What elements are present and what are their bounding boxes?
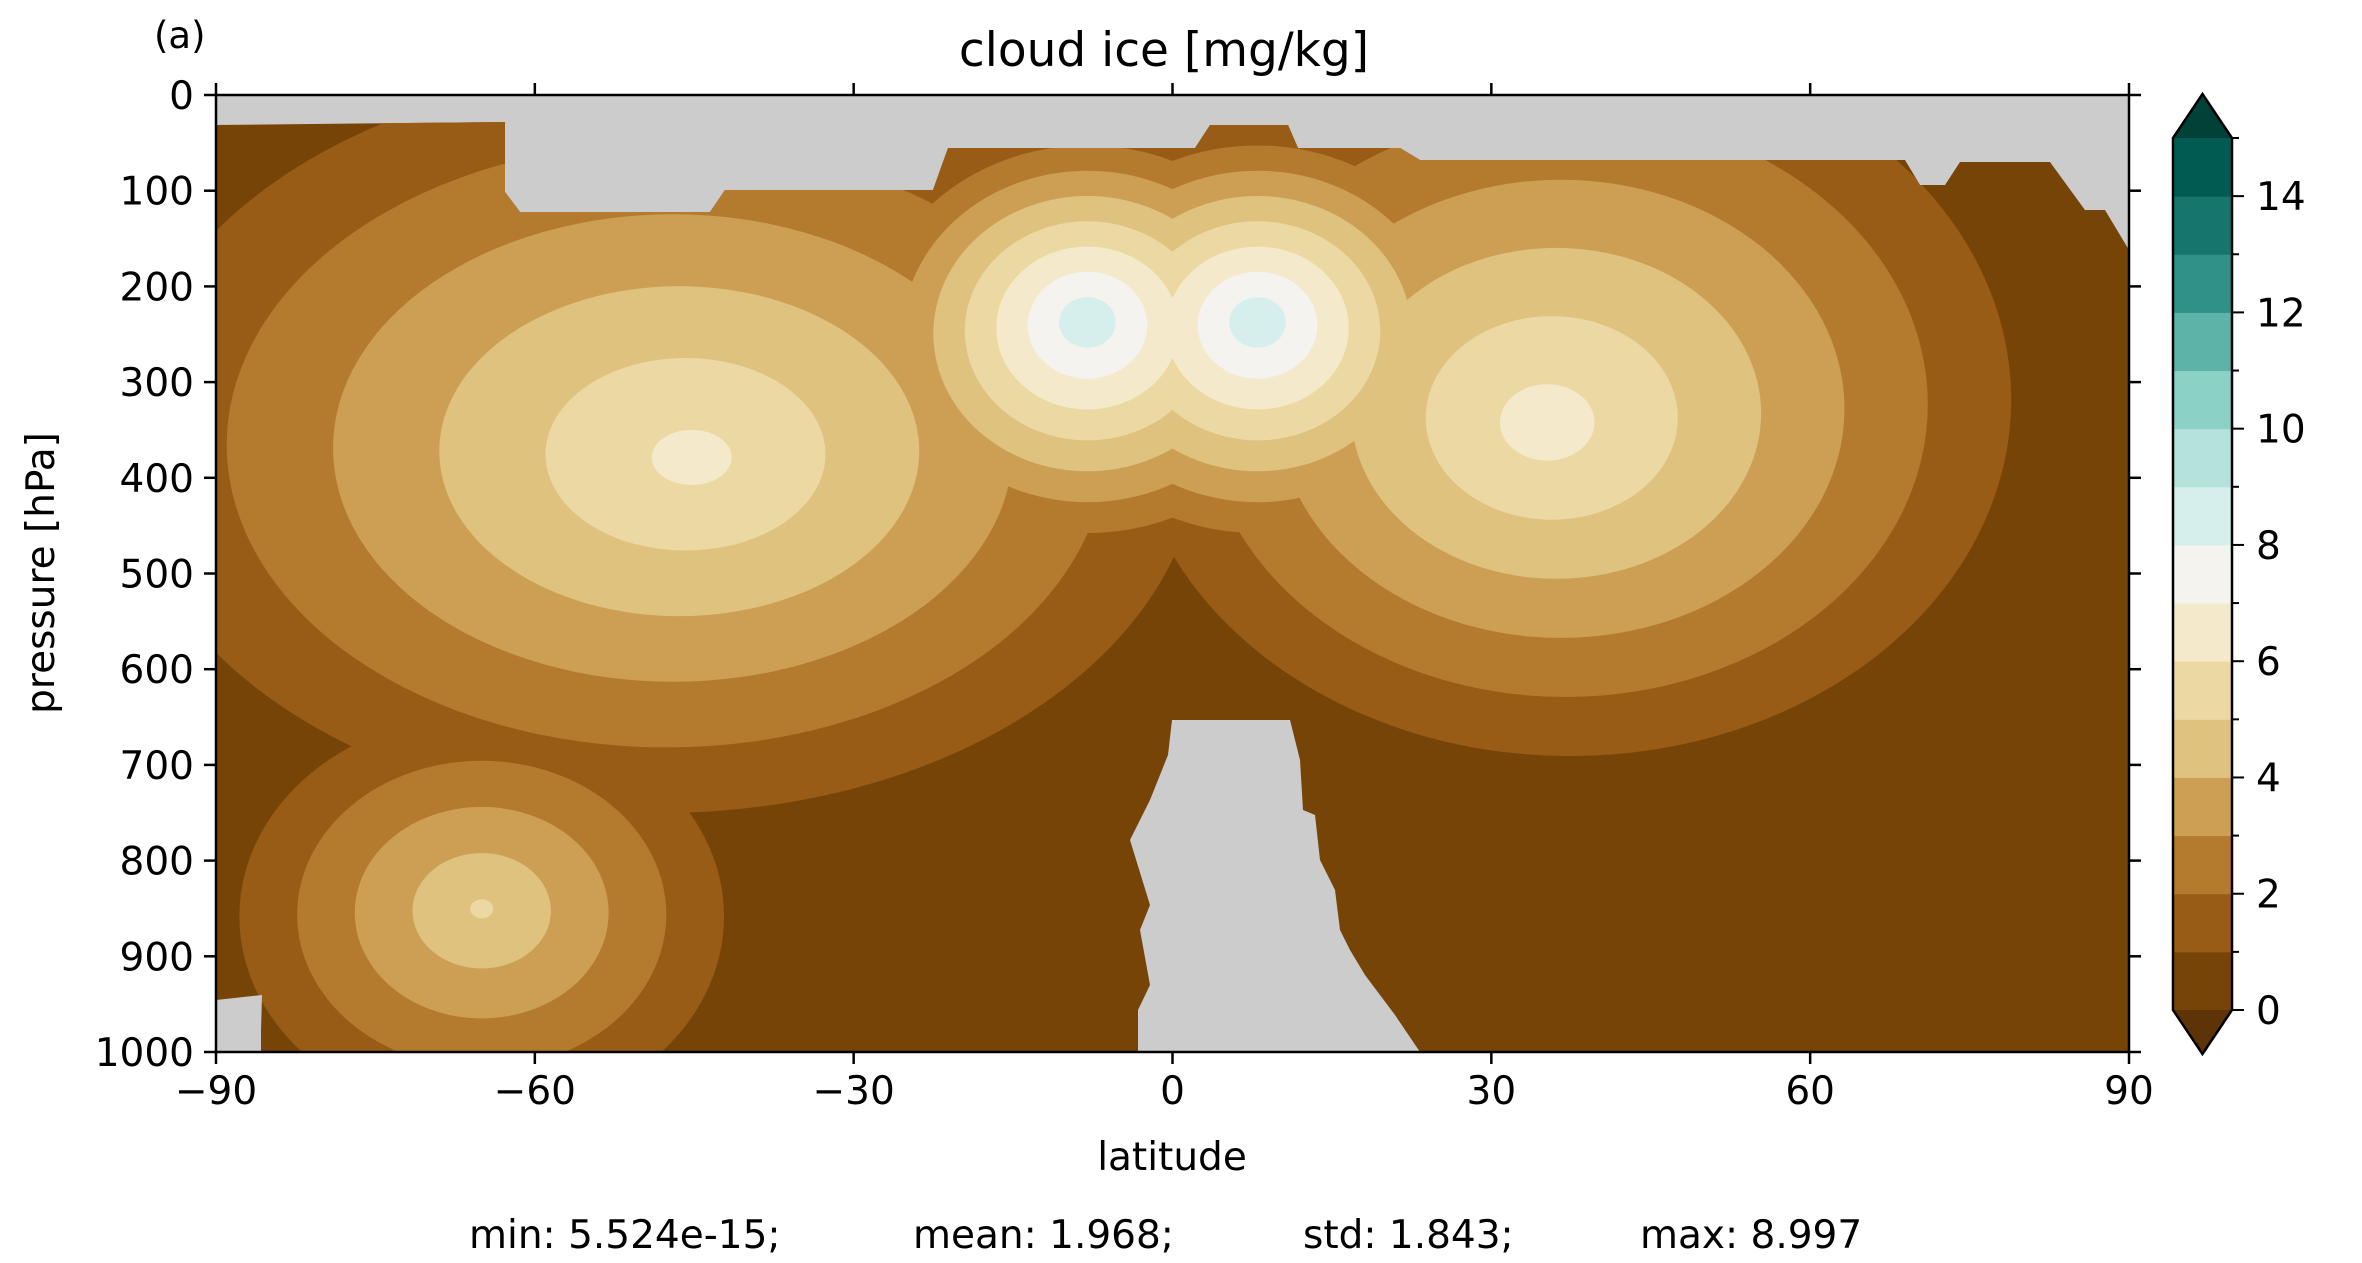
colorbar-band — [2173, 312, 2232, 372]
colorbar-band — [2173, 486, 2232, 546]
stat-min: min: 5.524e-15; — [469, 1213, 781, 1258]
colorbar-tick-label: 10 — [2256, 408, 2306, 453]
y-tick-label: 100 — [120, 170, 194, 215]
colorbar-band — [2173, 603, 2232, 662]
panel-label: (a) — [154, 14, 206, 57]
colorbar-tick-label: 6 — [2256, 640, 2281, 685]
x-tick-label: −30 — [813, 1069, 895, 1114]
contour-field — [216, 122, 2129, 1052]
x-tick-label: 0 — [1160, 1069, 1185, 1114]
missing-region-low-sh — [216, 995, 262, 1052]
y-tick-label: 900 — [120, 935, 194, 980]
x-tick-label: −60 — [494, 1069, 576, 1114]
y-axis: 0 100 200 300 400 500 600 700 800 900 1000 — [95, 74, 2141, 1076]
x-tick-label: −90 — [175, 1069, 257, 1114]
colorbar: 0 2 4 6 8 10 12 14 — [2171, 91, 2306, 1057]
y-tick-label: 1000 — [95, 1031, 194, 1076]
y-tick-label: 700 — [120, 744, 194, 789]
colorbar-extend-under — [2173, 1010, 2232, 1054]
y-axis-label: pressure [hPa] — [19, 432, 64, 714]
x-tick-label: 90 — [2104, 1069, 2154, 1114]
plot-area — [216, 95, 2129, 1052]
colorbar-band — [2173, 661, 2232, 720]
y-tick-label: 300 — [120, 361, 194, 406]
colorbar-band — [2173, 719, 2232, 778]
colorbar-tick-label: 14 — [2256, 175, 2306, 220]
y-tick-label: 400 — [120, 457, 194, 502]
colorbar-tick-label: 0 — [2256, 989, 2281, 1034]
y-tick-label: 200 — [120, 265, 194, 310]
colorbar-band — [2173, 893, 2232, 953]
stat-max: max: 8.997 — [1640, 1213, 1863, 1258]
colorbar-tick-label: 4 — [2256, 756, 2281, 801]
contour-level-5-peak-sh-lower — [470, 899, 494, 919]
missing-region-surface — [1130, 720, 1420, 1052]
contour-level-6-peak-nh-upper — [1499, 384, 1595, 461]
colorbar-tick-label: 12 — [2256, 291, 2306, 336]
colorbar-band — [2173, 951, 2232, 1011]
x-axis-label: latitude — [1097, 1135, 1247, 1180]
stat-mean: mean: 1.968; — [913, 1213, 1174, 1258]
colorbar-extend-over — [2173, 94, 2232, 138]
colorbar-band — [2173, 544, 2232, 604]
x-tick-label: 60 — [1785, 1069, 1835, 1114]
y-tick-label: 800 — [120, 840, 194, 885]
x-tick-label: 30 — [1467, 1069, 1517, 1114]
y-tick-label: 0 — [169, 74, 194, 119]
stat-std: std: 1.843; — [1303, 1213, 1514, 1258]
contour-level-8-peak-tropics-south — [1059, 297, 1116, 348]
colorbar-tick-label: 2 — [2256, 873, 2281, 918]
y-tick-label: 600 — [120, 648, 194, 693]
colorbar-band — [2173, 777, 2232, 837]
y-tick-label: 500 — [120, 553, 194, 598]
colorbar-band — [2173, 196, 2232, 255]
colorbar-band — [2173, 370, 2232, 430]
contour-level-6-peak-sh-upper — [651, 429, 732, 485]
colorbar-band — [2173, 254, 2232, 313]
colorbar-band — [2173, 428, 2232, 488]
colorbar-band — [2173, 138, 2232, 197]
colorbar-tick-label: 8 — [2256, 524, 2281, 569]
chart-title: cloud ice [mg/kg] — [959, 23, 1369, 78]
x-axis: −90 −60 −30 0 30 60 90 — [175, 83, 2154, 1114]
colorbar-band — [2173, 835, 2232, 895]
contour-level-8-peak-tropics-north — [1229, 297, 1286, 348]
